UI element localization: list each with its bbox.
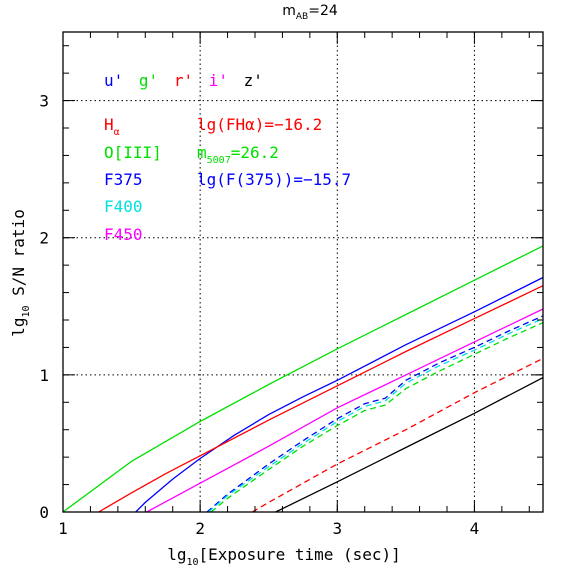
series-line-8 <box>275 377 544 513</box>
series-line-4 <box>206 315 544 513</box>
x-axis-label-post: [Exposure time (sec)] <box>199 545 401 564</box>
chart-title: mAB=24 <box>282 3 338 22</box>
filter-label-r: r' <box>174 71 193 90</box>
y-axis-label-post: S/N ratio <box>9 209 28 305</box>
annotation-oiii-post: =26.2 <box>231 143 279 162</box>
x-tick-label: 3 <box>332 519 342 538</box>
x-axis-label: lg10[Exposure time (sec)] <box>167 545 401 568</box>
grid-lines <box>63 32 543 512</box>
legend-halpha: Hα <box>104 115 120 138</box>
filter-legend: u' g' r' i' z' <box>104 71 263 90</box>
plot-frame <box>62 31 544 513</box>
series-line-3 <box>146 308 544 513</box>
legend-halpha-sub: α <box>114 127 120 138</box>
series-line-2 <box>98 285 544 513</box>
series-line-7 <box>251 357 544 513</box>
y-tick-label: 3 <box>39 92 49 111</box>
series-lines <box>62 245 544 513</box>
x-axis-label-pre: lg <box>167 545 186 564</box>
chart-title-main: m <box>282 3 296 19</box>
filter-label-g: g' <box>139 71 158 90</box>
legend-f375: F375 <box>104 170 143 189</box>
series-line-1 <box>135 276 544 513</box>
svg-text:u' g' r' i': u' g' r' i' z' <box>104 71 263 90</box>
annotation-oiii-sub: 5007 <box>207 155 231 166</box>
x-tick-label: 1 <box>58 519 68 538</box>
annotation-oiii-pre: m <box>197 143 207 162</box>
series-line-5 <box>207 318 544 513</box>
y-tick-label: 1 <box>39 366 49 385</box>
filter-label-u: u' <box>104 71 123 90</box>
filter-label-z: z' <box>244 71 263 90</box>
legend-oiii: O[III] <box>104 143 162 162</box>
legend-halpha-label: H <box>104 115 114 134</box>
series-legend: Hα O[III] F375 F400 F450 <box>104 115 162 244</box>
y-axis-label: lg10 S/N ratio <box>9 209 32 337</box>
y-tick-label: 0 <box>39 503 49 522</box>
y-tick-label: 2 <box>39 229 49 248</box>
annotation-oiii-mag: m5007=26.2 <box>197 143 279 166</box>
x-axis-label-sub: 10 <box>186 557 198 568</box>
filter-label-i: i' <box>209 71 228 90</box>
chart-title-sub: AB <box>296 12 308 22</box>
flux-annotations: lg(FHα)=−16.2 m5007=26.2 lg(F(375))=−15.… <box>197 115 351 189</box>
chart-title-tail: =24 <box>308 3 338 19</box>
annotation-halpha-flux: lg(FHα)=−16.2 <box>197 115 322 134</box>
annotation-f375-flux: lg(F(375))=−15.7 <box>197 170 351 189</box>
y-axis-label-pre: lg <box>9 318 28 337</box>
series-line-0 <box>62 245 544 513</box>
legend-f400: F400 <box>104 197 143 216</box>
x-tick-label: 2 <box>195 519 205 538</box>
x-tick-label: 4 <box>470 519 480 538</box>
y-axis-label-sub: 10 <box>21 306 32 318</box>
legend-f450: F450 <box>104 225 143 244</box>
series-line-6 <box>210 322 544 513</box>
